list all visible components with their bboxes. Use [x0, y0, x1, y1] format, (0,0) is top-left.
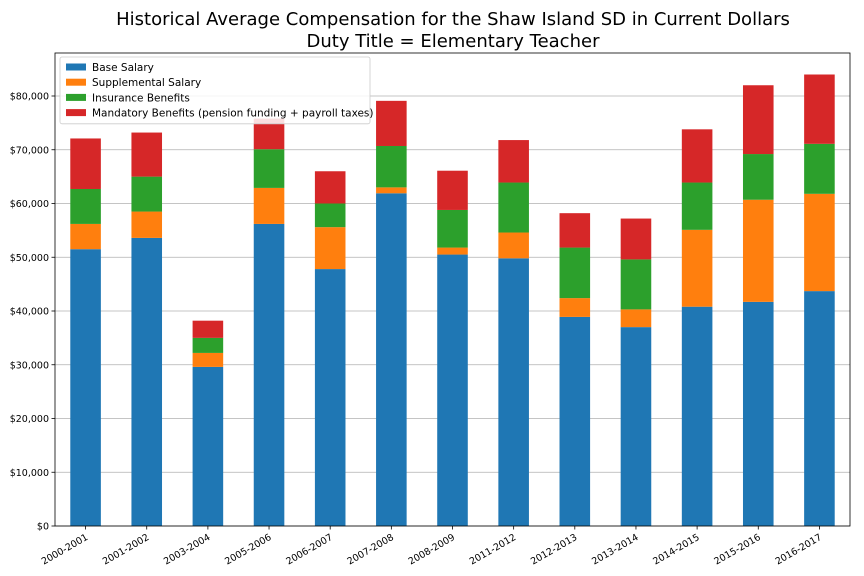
y-tick-label: $70,000 [10, 145, 49, 156]
bar-segment [559, 316, 591, 526]
y-tick-label: $80,000 [10, 92, 49, 103]
x-axis-ticks: 2000-2001 2001-2002 2003-2004 2005-2006 2006… [40, 526, 824, 567]
bar-segment [437, 170, 468, 210]
bar-segment [192, 337, 224, 353]
bar-segment [742, 301, 774, 526]
bar-segment [70, 223, 101, 250]
legend-label: Supplemental Salary [92, 77, 201, 89]
bar-segment [804, 193, 835, 292]
x-tick-label: 2007-2008 [345, 532, 395, 567]
chart-title: Historical Average Compensation for the … [116, 9, 790, 30]
y-tick-label: $50,000 [10, 253, 49, 264]
bar-segment [253, 187, 285, 224]
bar-segment [620, 327, 652, 526]
legend-label: Insurance Benefits [92, 92, 190, 104]
bar-segment [131, 132, 163, 177]
bar-segment [498, 182, 529, 233]
bar-segment [314, 171, 346, 204]
bar-segment [376, 187, 407, 194]
x-tick-label: 2013-2014 [590, 532, 640, 567]
bar-segment [620, 309, 652, 328]
bar-segment [559, 247, 591, 299]
bar-segment [131, 211, 163, 238]
bar-segment [376, 100, 407, 146]
x-tick-label: 2008-2009 [407, 532, 457, 567]
legend-swatch [66, 63, 86, 71]
bar-segment [314, 227, 346, 270]
x-tick-label: 2014-2015 [651, 532, 701, 567]
bar-segment [437, 254, 468, 526]
y-tick-label: $0 [37, 522, 49, 533]
bar-segment [437, 209, 468, 248]
bar-segment [681, 182, 713, 230]
bar-segment [376, 145, 407, 188]
x-tick-label: 2000-2001 [40, 532, 90, 567]
bar-segment [70, 188, 101, 224]
bar-segment [804, 74, 835, 144]
legend-swatch [66, 93, 86, 101]
y-tick-label: $10,000 [10, 468, 49, 479]
legend-swatch [66, 109, 86, 117]
x-tick-label: 2006-2007 [284, 532, 334, 567]
bar-segment [192, 352, 224, 367]
bar-segment [742, 85, 774, 155]
bar-segment [559, 298, 591, 317]
bar-segment [804, 143, 835, 194]
bar-segment [681, 129, 713, 183]
bar-segment [314, 203, 346, 228]
bar-segment [192, 366, 224, 526]
bar-segment [131, 237, 163, 526]
bar-segment [559, 213, 591, 248]
legend-label: Base Salary [92, 62, 154, 74]
x-tick-label: 2011-2012 [468, 532, 518, 567]
bar-segment [437, 247, 468, 255]
x-tick-label: 2016-2017 [774, 532, 824, 567]
bar-segment [70, 138, 101, 189]
x-tick-label: 2015-2016 [712, 532, 762, 567]
bar-segment [498, 140, 529, 183]
bar-segment [804, 291, 835, 526]
chart-subtitle: Duty Title = Elementary Teacher [307, 31, 601, 52]
bar-segment [498, 232, 529, 259]
x-tick-label: 2005-2006 [223, 532, 273, 567]
bar-segment [131, 176, 163, 212]
bar-segment [681, 306, 713, 526]
y-tick-label: $20,000 [10, 414, 49, 425]
legend-swatch [66, 78, 86, 86]
bar-segment [192, 320, 224, 338]
bar-segment [253, 223, 285, 527]
bar-segment [253, 149, 285, 188]
bar-segment [681, 229, 713, 307]
bar-segment [498, 258, 529, 526]
legend-label: Mandatory Benefits (pension funding + pa… [92, 108, 374, 120]
bar-segment [376, 193, 407, 526]
y-tick-label: $40,000 [10, 307, 49, 318]
bar-segment [70, 249, 101, 526]
bar-segment [620, 259, 652, 310]
bar-segment [620, 218, 652, 260]
y-tick-label: $30,000 [10, 360, 49, 371]
y-tick-label: $60,000 [10, 199, 49, 210]
bar-segment [742, 199, 774, 302]
x-tick-label: 2003-2004 [162, 532, 212, 567]
y-axis-ticks: $0 $10,000 $20,000 $30,000 $40,000 $50,000 $60… [10, 92, 55, 533]
x-tick-label: 2001-2002 [101, 532, 151, 567]
bar-segment [314, 269, 346, 526]
bars [70, 74, 835, 527]
x-tick-label: 2012-2013 [529, 532, 579, 567]
legend-box [59, 56, 371, 125]
legend: Base Salary Supplemental Salary Insurance … [59, 56, 374, 125]
bar-segment [742, 154, 774, 200]
